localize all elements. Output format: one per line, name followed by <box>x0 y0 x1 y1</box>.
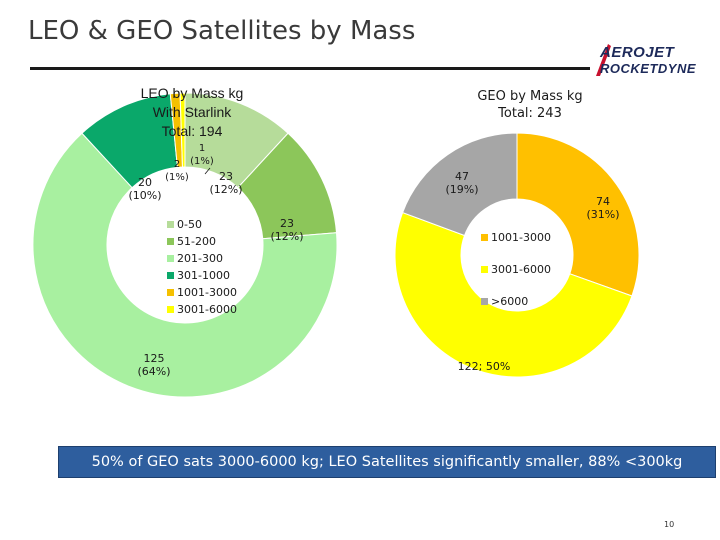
data-label: 122; 50% <box>458 360 511 373</box>
logo-line2: ROCKETDYNE <box>600 61 697 76</box>
data-label: 74 (31%) <box>586 195 619 221</box>
legend-label: 0-50 <box>177 218 202 231</box>
legend-label: >6000 <box>491 295 528 308</box>
footer-callout: 50% of GEO sats 3000-6000 kg; LEO Satell… <box>58 446 716 478</box>
donut-slice-201-300 <box>32 132 338 398</box>
data-label: 2 (1%) <box>165 159 189 183</box>
logo-line1: AEROJET <box>600 44 675 61</box>
chart-title: LEO by Mass kg With Starlink Total: 194 <box>141 85 244 139</box>
leader-line <box>204 167 211 175</box>
legend-label: 51-200 <box>177 235 216 248</box>
legend-label: 1001-3000 <box>177 286 237 299</box>
legend-swatch <box>167 306 174 313</box>
data-label: 23 (12%) <box>270 217 303 243</box>
data-label: 23 (12%) <box>209 170 242 196</box>
slide-title: LEO & GEO Satellites by Mass <box>28 16 416 46</box>
legend-swatch <box>167 255 174 262</box>
donut-slice-1001-3000 <box>516 132 640 297</box>
data-label: 1 (1%) <box>190 143 214 167</box>
legend-swatch <box>167 272 174 279</box>
chart-title: GEO by Mass kg Total: 243 <box>477 89 582 121</box>
legend-swatch <box>481 298 488 305</box>
donut-slice-3001-6000 <box>394 211 633 378</box>
legend-label: 3001-6000 <box>177 303 237 316</box>
data-label: 20 (10%) <box>128 176 161 202</box>
legend-swatch <box>167 289 174 296</box>
legend-swatch <box>167 238 174 245</box>
legend-swatch <box>481 266 488 273</box>
donut-slice->6000 <box>401 132 518 237</box>
logo-swoosh-icon <box>596 44 611 76</box>
donut-slice-3001-6000 <box>179 92 186 168</box>
company-logo: AEROJET ROCKETDYNE <box>592 42 707 82</box>
footer-text: 50% of GEO sats 3000-6000 kg; LEO Satell… <box>91 454 683 470</box>
legend-swatch <box>167 221 174 228</box>
data-label: 47 (19%) <box>445 170 478 196</box>
legend-label: 201-300 <box>177 252 223 265</box>
legend-label: 1001-3000 <box>491 231 551 244</box>
data-label: 125 (64%) <box>137 352 170 378</box>
legend-swatch <box>481 234 488 241</box>
legend-label: 301-1000 <box>177 269 230 282</box>
legend-label: 3001-6000 <box>491 263 551 276</box>
title-divider <box>30 67 590 70</box>
page-number: 10 <box>664 520 675 529</box>
